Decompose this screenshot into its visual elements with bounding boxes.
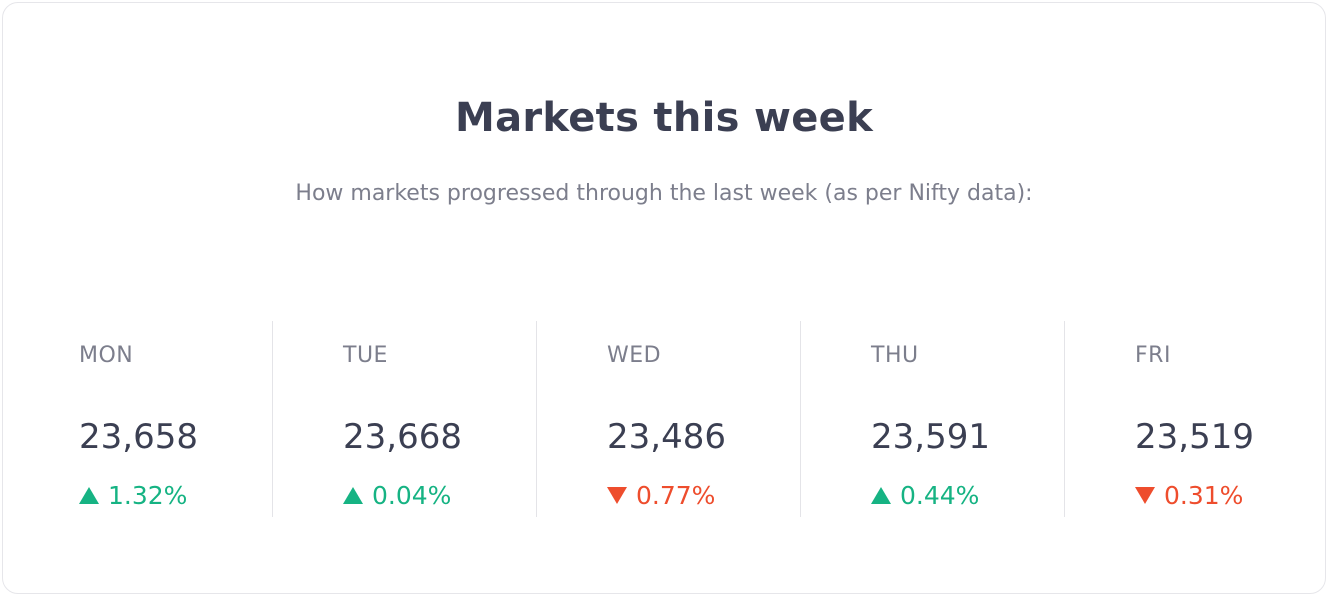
day-value: 23,658 (79, 417, 198, 457)
day-mon: MON 23,658 1.32% (9, 321, 273, 517)
day-label: THU (871, 343, 919, 368)
day-change: 0.44% (871, 481, 979, 510)
day-wed: WED 23,486 0.77% (537, 321, 801, 517)
day-label: FRI (1135, 343, 1171, 368)
day-change: 0.77% (607, 481, 715, 510)
day-change-value: 0.31% (1164, 481, 1244, 510)
day-value: 23,486 (607, 417, 726, 457)
day-thu: THU 23,591 0.44% (801, 321, 1065, 517)
day-tue: TUE 23,668 0.04% (273, 321, 537, 517)
day-change-value: 0.04% (372, 481, 452, 510)
triangle-up-icon (871, 487, 891, 504)
day-change: 0.04% (343, 481, 451, 510)
day-fri: FRI 23,519 0.31% (1065, 321, 1329, 517)
day-label: TUE (343, 343, 388, 368)
day-change-value: 1.32% (108, 481, 188, 510)
triangle-down-icon (1135, 487, 1155, 504)
day-change: 0.31% (1135, 481, 1243, 510)
triangle-up-icon (79, 487, 99, 504)
triangle-up-icon (343, 487, 363, 504)
card-subtitle: How markets progressed through the last … (295, 181, 1033, 206)
card-title: Markets this week (455, 95, 873, 141)
day-label: MON (79, 343, 134, 368)
day-value: 23,519 (1135, 417, 1254, 457)
day-label: WED (607, 343, 662, 368)
triangle-down-icon (607, 487, 627, 504)
day-value: 23,668 (343, 417, 462, 457)
day-value: 23,591 (871, 417, 990, 457)
day-change: 1.32% (79, 481, 187, 510)
day-change-value: 0.77% (636, 481, 716, 510)
day-change-value: 0.44% (900, 481, 980, 510)
day-list: MON 23,658 1.32% TUE 23,668 0.04% WED 23… (9, 321, 1329, 517)
